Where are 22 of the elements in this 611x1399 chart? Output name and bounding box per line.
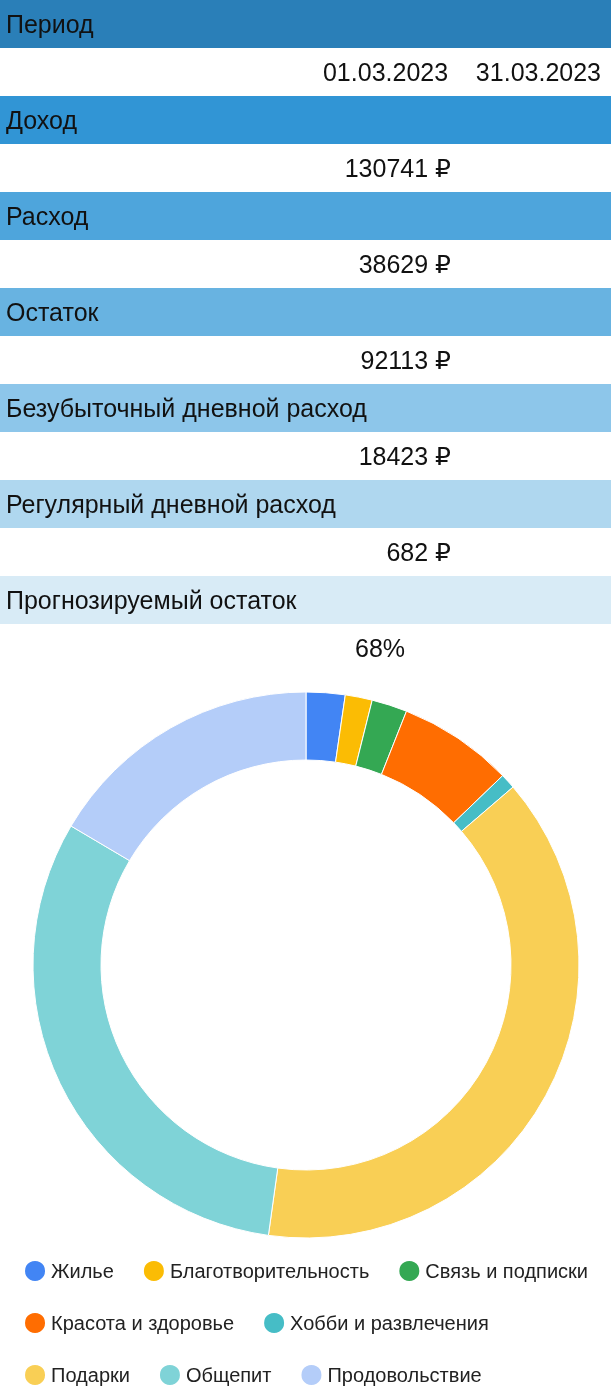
text: Остаток [6,297,99,327]
text: 130741 ₽ [344,153,451,183]
legend-label: Жилье [51,1260,114,1282]
text: Период [6,9,94,39]
text: 68% [355,633,406,663]
text: 38629 ₽ [358,249,451,279]
legend-label: Подарки [51,1364,130,1386]
legend-label: Красота и здоровье [51,1312,235,1334]
legend-label: Благотворительность [169,1260,370,1282]
legend-label: Хобби и развлечения [290,1312,489,1334]
text: 682 ₽ [386,537,451,567]
text: Расход [6,201,89,231]
legend-label: Общепит [185,1364,272,1386]
text: Регулярный дневной расход [6,489,336,519]
text: 01.03.2023 31.03.2023 [322,57,601,87]
text: 18423 ₽ [358,441,451,471]
text: Доход [6,105,77,135]
legend-label: Связь и подписки [425,1260,588,1282]
text: 92113 ₽ [360,345,451,375]
text: Безубыточный дневной расход [6,393,367,423]
text: Прогнозируемый остаток [6,585,297,615]
legend-label: Продовольствие [327,1364,482,1386]
